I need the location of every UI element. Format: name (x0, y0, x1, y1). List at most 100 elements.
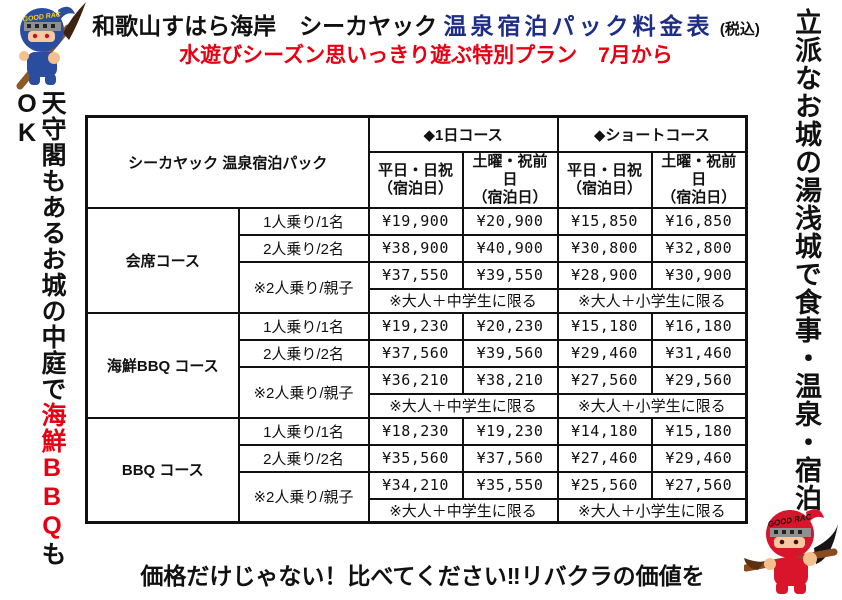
table-row: 海鮮BBQ コース 1人乗り/1名 ¥19,230 ¥20,230 ¥15,18… (85, 311, 748, 419)
red-ninja-mascot: GOOD RAC (744, 509, 838, 594)
seat-type: ※2人乗り/親子 (237, 470, 370, 524)
seat-type: 2人乗り/2名 (237, 233, 370, 263)
headband (24, 22, 61, 31)
ninja-eye (779, 539, 785, 545)
price-cell: ¥16,180 (650, 311, 748, 341)
price-cell: ¥30,900 (650, 260, 748, 290)
table-row: 2人乗り/2名 ¥37,560 ¥39,560 ¥29,460 ¥31,460 (87, 338, 748, 368)
course-name: 会席コース (85, 206, 240, 314)
price-cell: ¥16,850 (650, 206, 748, 236)
day-header-line1: 土曜・祝前日 (661, 152, 737, 188)
left-caption-part2: もOK (13, 90, 66, 567)
seat-type: 2人乗り/2名 (237, 443, 370, 473)
price-cell: ¥15,180 (650, 416, 748, 446)
price-cell: ¥37,560 (367, 338, 464, 368)
headband-stud (27, 24, 31, 28)
title-blue-part: 温泉宿泊パック料金表 (443, 13, 714, 39)
page-title: 和歌山すはら海岸 シーカヤック 温泉宿泊パック料金表 (税込) (90, 7, 762, 41)
ninja-eye (793, 539, 799, 545)
ninja-leg (776, 582, 788, 594)
blue-ninja-mascot: GOOD RAC (16, 2, 86, 90)
table-corner-header: シーカヤック 温泉宿泊パック (85, 115, 370, 209)
restriction-note: ※大人＋小学生に限る (556, 392, 748, 419)
seat-type: 2人乗り/2名 (237, 338, 370, 368)
restriction-note: ※大人＋中学生に限る (367, 287, 559, 314)
ninja-face (28, 31, 55, 42)
day-header-line2: （宿泊日） (378, 179, 454, 197)
ninja-leg (29, 74, 40, 85)
table-note-row: ※大人＋中学生に限る ※大人＋小学生に限る (87, 392, 748, 419)
price-cell: ¥15,180 (556, 311, 653, 341)
day-header-saturday-1: 土曜・祝前日 （宿泊日） (461, 150, 559, 209)
price-cell: ¥27,560 (650, 470, 748, 500)
price-cell: ¥36,210 (367, 365, 464, 395)
price-cell: ¥15,850 (556, 206, 653, 236)
price-cell: ¥35,550 (461, 470, 559, 500)
headband-stud (774, 530, 778, 534)
day-header-weekday-1: 平日・日祝 （宿泊日） (367, 150, 464, 209)
table-row: ※2人乗り/親子 ¥37,550 ¥39,550 ¥28,900 ¥30,900 (87, 260, 748, 314)
left-caption-red: 海鮮BBQ (38, 402, 66, 541)
hood-tuft (806, 509, 824, 524)
course-name: BBQ コース (85, 416, 240, 524)
price-cell: ¥29,460 (650, 443, 748, 473)
headband-stud (51, 24, 55, 28)
price-cell: ¥40,900 (461, 233, 559, 263)
table-row: ※2人乗り/親子 ¥34,210 ¥35,550 ¥25,560 ¥27,560 (87, 470, 748, 524)
page-subtitle: 水遊びシーズン思いっきり遊ぶ特別プラン 7月から (179, 44, 673, 67)
ninja-body (774, 558, 808, 586)
price-cell: ¥30,800 (556, 233, 653, 263)
ninja-hand (764, 558, 776, 570)
price-cell: ¥31,460 (650, 338, 748, 368)
seat-type: 1人乗り/1名 (237, 311, 370, 341)
price-cell: ¥14,180 (556, 416, 653, 446)
group-header-short: ◆ショートコース (556, 115, 748, 153)
day-header-line1: 土曜・祝前日 (472, 152, 548, 188)
ninja-face (774, 537, 805, 548)
ninja-leg (45, 74, 56, 85)
day-header-line2: （宿泊日） (472, 188, 548, 206)
day-header-line2: （宿泊日） (661, 188, 737, 206)
price-cell: ¥39,560 (461, 338, 559, 368)
price-cell: ¥18,230 (367, 416, 464, 446)
ninja-hand (19, 51, 29, 61)
price-cell: ¥27,460 (556, 443, 653, 473)
left-caption-part1: 天守閣もあるお城の中庭で (38, 90, 66, 402)
title-tax-note: (税込) (719, 21, 760, 38)
price-cell: ¥25,560 (556, 470, 653, 500)
table-row: ※2人乗り/親子 ¥36,210 ¥38,210 ¥27,560 ¥29,560 (87, 365, 748, 419)
price-cell: ¥29,460 (556, 338, 653, 368)
seat-type: 1人乗り/1名 (237, 206, 370, 236)
price-cell: ¥29,560 (650, 365, 748, 395)
price-cell: ¥38,210 (461, 365, 559, 395)
headband-stud (790, 530, 794, 534)
price-cell: ¥37,550 (367, 260, 464, 290)
price-cell: ¥19,230 (461, 416, 559, 446)
ninja-eye (44, 33, 50, 39)
day-header-weekday-2: 平日・日祝 （宿泊日） (556, 150, 653, 209)
table-note-row: ※大人＋中学生に限る ※大人＋小学生に限る (87, 497, 748, 524)
left-vertical-caption: 天守閣もあるお城の中庭で海鮮BBQもOK (13, 90, 66, 595)
table-row: 2人乗り/2名 ¥35,560 ¥37,560 ¥27,460 ¥29,460 (87, 443, 748, 473)
hood-tuft (58, 6, 75, 20)
title-black-part: 和歌山すはら海岸 シーカヤック (92, 13, 438, 39)
price-cell: ¥34,210 (367, 470, 464, 500)
day-header-line1: 平日・日祝 (378, 161, 454, 179)
restriction-note: ※大人＋中学生に限る (367, 497, 559, 524)
restriction-note: ※大人＋小学生に限る (556, 497, 748, 524)
course-name: 海鮮BBQ コース (85, 311, 240, 419)
seat-type: ※2人乗り/親子 (237, 260, 370, 314)
seat-type: 1人乗り/1名 (237, 416, 370, 446)
price-cell: ¥27,560 (556, 365, 653, 395)
price-cell: ¥19,230 (367, 311, 464, 341)
table-row: BBQ コース 1人乗り/1名 ¥18,230 ¥19,230 ¥14,180 … (85, 416, 748, 524)
price-cell: ¥37,560 (461, 443, 559, 473)
table-row: 会席コース 1人乗り/1名 ¥19,900 ¥20,900 ¥15,850 ¥1… (85, 206, 748, 314)
price-cell: ¥39,550 (461, 260, 559, 290)
right-vertical-caption: 立派なお城の湯浅城で食事・温泉・宿泊 (791, 8, 821, 512)
ninja-leg (794, 582, 806, 594)
price-cell: ¥28,900 (556, 260, 653, 290)
group-header-1day: ◆1日コース (367, 115, 559, 153)
ninja-eye (32, 33, 38, 39)
